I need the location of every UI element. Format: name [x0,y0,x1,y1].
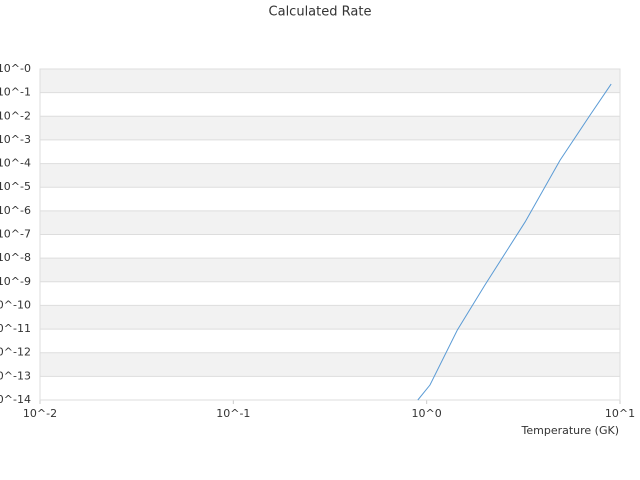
x-tick-label: 10^0 [412,407,442,420]
y-tick-label: 10^-13 [0,369,31,382]
y-tick-label: 10^-5 [0,180,31,193]
y-tick-label: 10^-11 [0,322,31,335]
plot-frame [39,68,621,401]
y-tick-label: 10^-12 [0,346,31,359]
data-line [417,83,612,401]
y-tick-label: 10^-0 [0,62,31,75]
y-tick-label: 10^-8 [0,251,31,264]
grid-band [40,69,620,93]
y-tick-label: 10^-6 [0,204,31,217]
y-tick-label: 10^-10 [0,298,31,311]
y-tick-label: 10^-2 [0,109,31,122]
x-tick-label: 10^1 [605,407,635,420]
y-tick-label: 10^-14 [0,393,31,406]
x-axis-label: Temperature (GK) [521,424,620,437]
chart-title: Calculated Rate [269,5,372,20]
grid-band [40,352,620,377]
x-tick-label: 10^-2 [23,407,57,420]
grid-band [40,210,620,235]
x-tick-label: 10^-1 [216,407,250,420]
y-tick-label: 10^-9 [0,275,31,288]
grid-band [40,116,620,140]
y-tick-label: 10^-7 [0,228,31,241]
grid-band [40,258,620,282]
grid-band [40,305,620,330]
y-tick-label: 10^-4 [0,157,31,170]
y-tick-label: 10^-1 [0,86,31,99]
y-tick-label: 10^-3 [0,133,31,146]
grid-band [40,163,620,188]
